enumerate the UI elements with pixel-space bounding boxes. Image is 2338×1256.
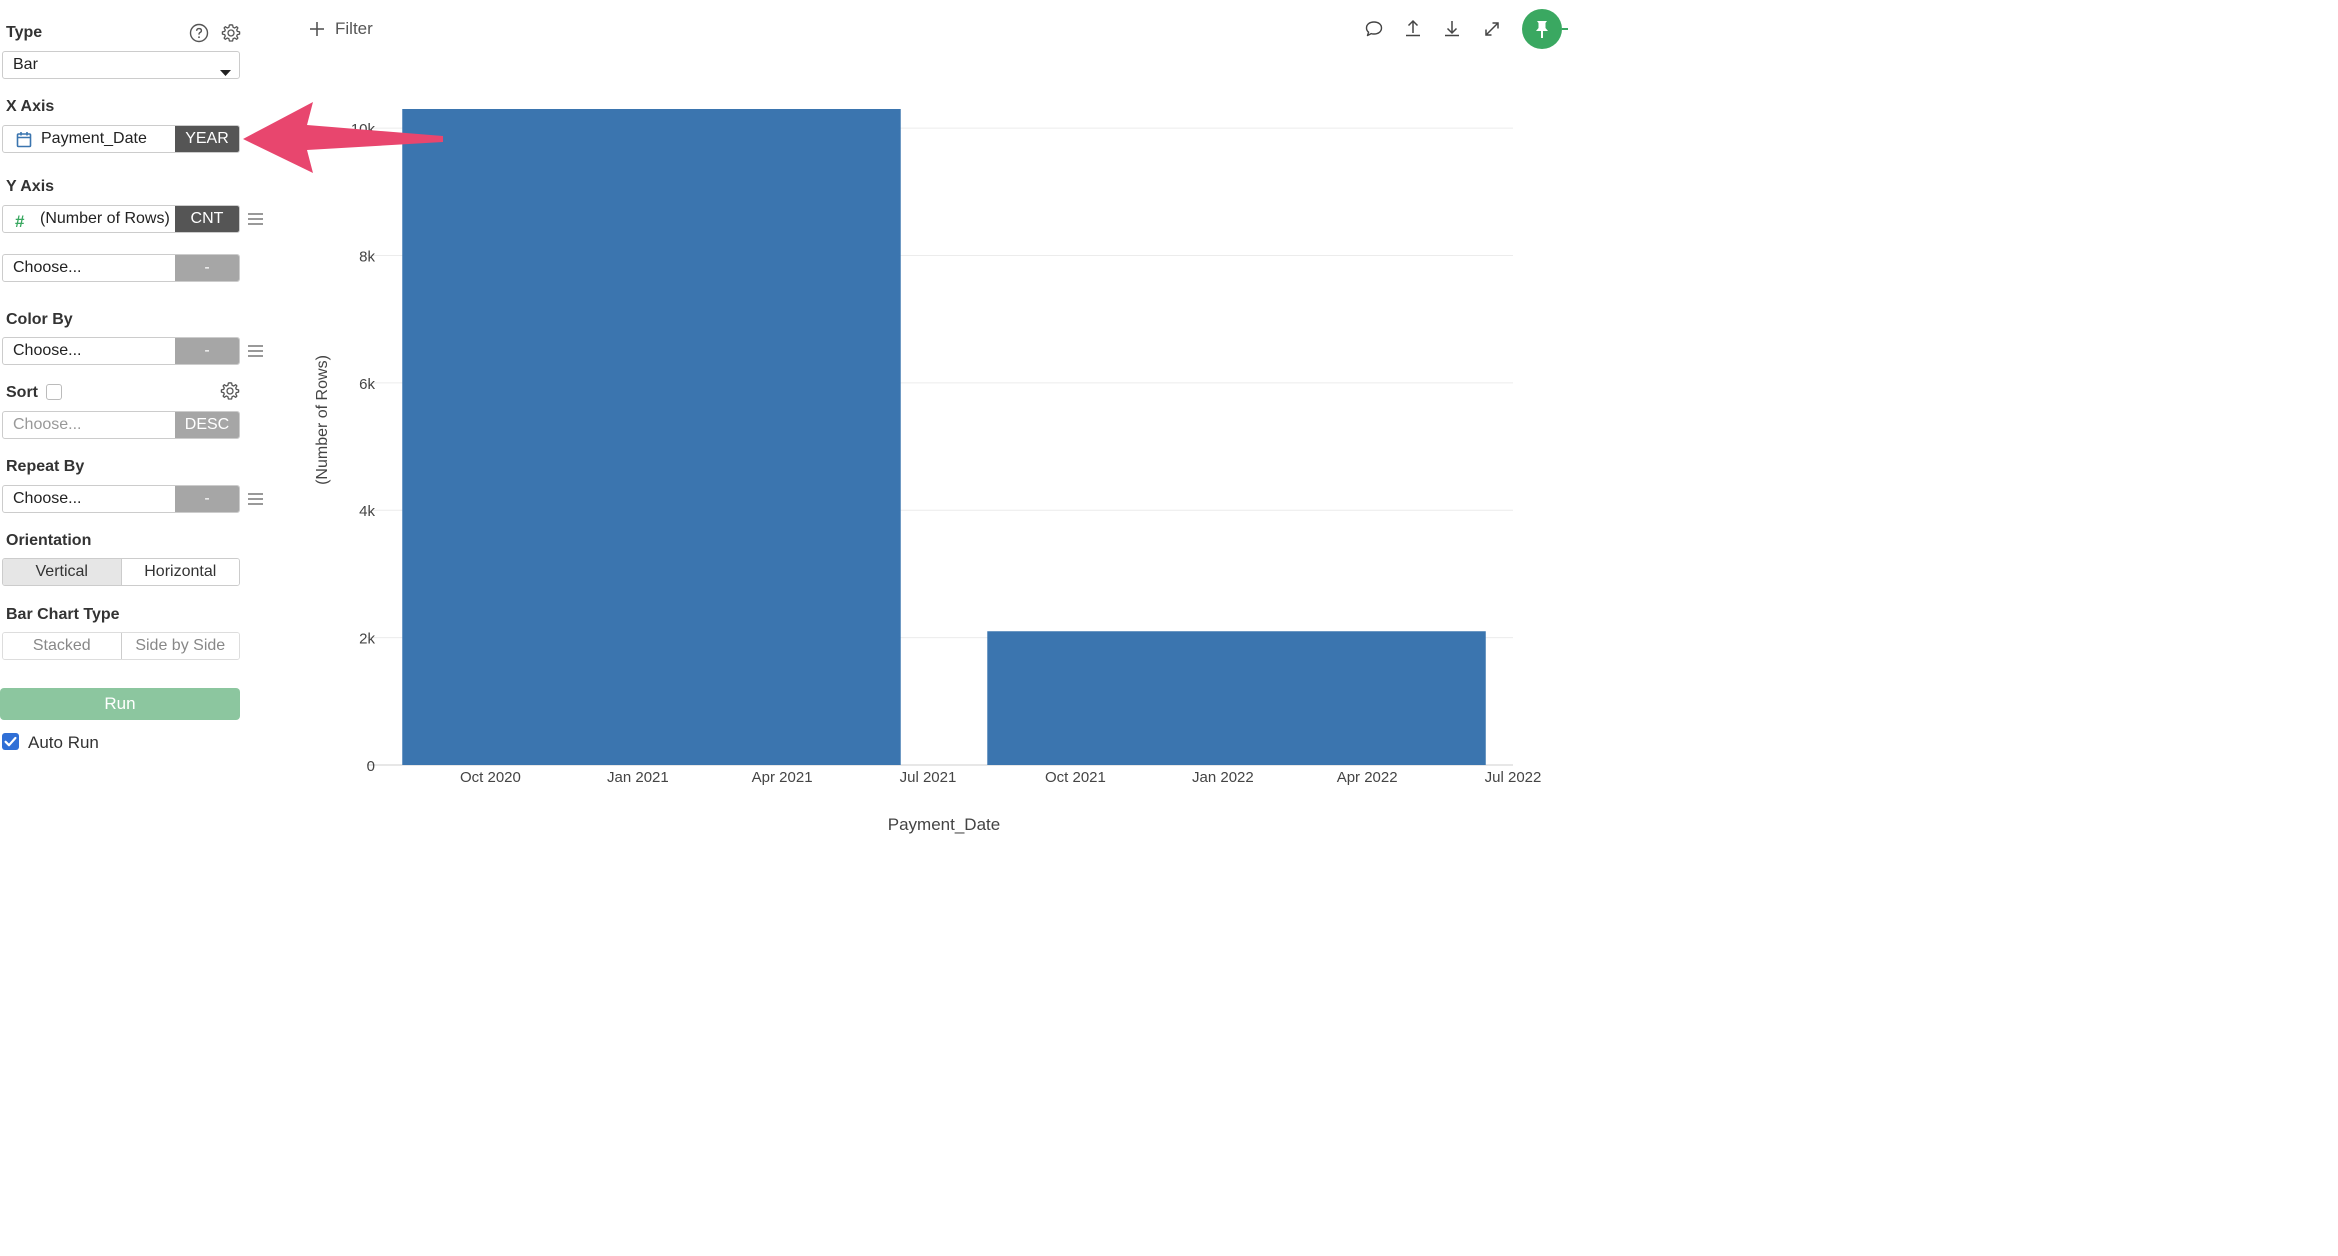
y-axis-second-value: Choose... — [13, 259, 82, 276]
sort-field[interactable]: Choose... DESC — [2, 411, 240, 439]
orientation-vertical[interactable]: Vertical — [3, 559, 121, 585]
sort-settings-gear-icon[interactable] — [220, 381, 240, 406]
type-settings-gear-icon[interactable] — [221, 23, 241, 48]
repeat-by-menu-icon[interactable] — [248, 493, 263, 509]
pin-connector — [1562, 28, 1568, 30]
annotation-arrow — [243, 102, 443, 173]
x-axis-field-name: Payment_Date — [41, 130, 147, 147]
x-axis-aggregation[interactable]: YEAR — [175, 126, 239, 152]
orientation-horizontal[interactable]: Horizontal — [120, 559, 239, 585]
x-tick-label: Oct 2020 — [460, 769, 521, 786]
color-by-menu-icon[interactable] — [248, 345, 263, 361]
chart-type-value: Bar — [13, 56, 38, 73]
sort-order[interactable]: DESC — [175, 412, 239, 438]
y-axis-menu-icon[interactable] — [248, 213, 263, 229]
x-tick-label: Oct 2021 — [1045, 769, 1106, 786]
chart-type-select[interactable]: Bar — [2, 51, 240, 79]
checkmark-icon — [4, 736, 17, 747]
run-button[interactable]: Run — [0, 688, 240, 720]
filter-button[interactable]: Filter — [309, 19, 373, 39]
comment-icon[interactable] — [1364, 19, 1384, 44]
color-by-label: Color By — [6, 311, 73, 328]
sort-checkbox[interactable] — [46, 384, 62, 400]
x-axis-field[interactable]: Payment_Date YEAR — [2, 125, 240, 153]
hash-icon: # — [15, 212, 25, 231]
x-tick-label: Jan 2022 — [1192, 769, 1254, 786]
y-tick-label: 8k — [359, 248, 375, 265]
y-tick-label: 2k — [359, 631, 375, 648]
bar-chart-type-label: Bar Chart Type — [6, 606, 120, 623]
x-tick-label: Jul 2021 — [900, 769, 957, 786]
repeat-by-field[interactable]: Choose... - — [2, 485, 240, 513]
help-icon[interactable] — [189, 23, 209, 48]
sort-label: Sort — [6, 384, 38, 401]
bar-type-side-by-side[interactable]: Side by Side — [120, 633, 239, 659]
y-axis-title: (Number of Rows) — [314, 355, 331, 485]
y-axis-field[interactable]: # (Number of Rows) CNT — [2, 205, 240, 233]
sort-value: Choose... — [13, 416, 82, 433]
bar-chart-type-toggle: Stacked Side by Side — [2, 632, 240, 660]
expand-icon[interactable] — [1482, 19, 1502, 44]
y-tick-label: 6k — [359, 376, 375, 393]
upload-icon[interactable] — [1403, 18, 1423, 43]
download-icon[interactable] — [1442, 18, 1462, 43]
x-axis-title: Payment_Date — [888, 815, 1000, 834]
bar-type-stacked[interactable]: Stacked — [3, 633, 121, 659]
caret-down-icon — [220, 63, 231, 78]
x-tick-label: Jul 2022 — [1485, 769, 1542, 786]
bar-chart: Oct 2020 Jan 2021 Apr 2021 Jul 2021 Oct 2021… — [243, 102, 1542, 834]
orientation-toggle: Vertical Horizontal — [2, 558, 240, 586]
orientation-label: Orientation — [6, 532, 92, 549]
x-tick-label: Apr 2021 — [752, 769, 813, 786]
filter-label: Filter — [335, 19, 373, 38]
calendar-icon — [16, 131, 32, 152]
repeat-by-label: Repeat By — [6, 458, 85, 475]
y-tick-label: 0 — [367, 758, 375, 775]
x-tick-label: Apr 2022 — [1337, 769, 1398, 786]
pin-button[interactable] — [1522, 9, 1562, 49]
y-axis-second-aggregation[interactable]: - — [175, 255, 239, 281]
y-axis-label: Y Axis — [6, 178, 55, 195]
color-by-value: Choose... — [13, 342, 82, 359]
y-axis-field-name: (Number of Rows) — [40, 210, 170, 227]
color-by-field[interactable]: Choose... - — [2, 337, 240, 365]
repeat-by-aggregation[interactable]: - — [175, 486, 239, 512]
bar[interactable] — [402, 109, 901, 765]
y-axis-second-field[interactable]: Choose... - — [2, 254, 240, 282]
type-label: Type — [6, 24, 43, 41]
plus-icon — [310, 22, 324, 36]
pin-icon — [1536, 21, 1548, 38]
auto-run-checkbox[interactable] — [2, 733, 19, 750]
x-tick-label: Jan 2021 — [607, 769, 669, 786]
x-axis-label: X Axis — [6, 98, 55, 115]
bar[interactable] — [987, 631, 1486, 765]
y-axis-aggregation[interactable]: CNT — [175, 206, 239, 232]
auto-run-label: Auto Run — [28, 733, 99, 752]
y-tick-label: 4k — [359, 503, 375, 520]
repeat-by-value: Choose... — [13, 490, 82, 507]
color-by-aggregation[interactable]: - — [175, 338, 239, 364]
